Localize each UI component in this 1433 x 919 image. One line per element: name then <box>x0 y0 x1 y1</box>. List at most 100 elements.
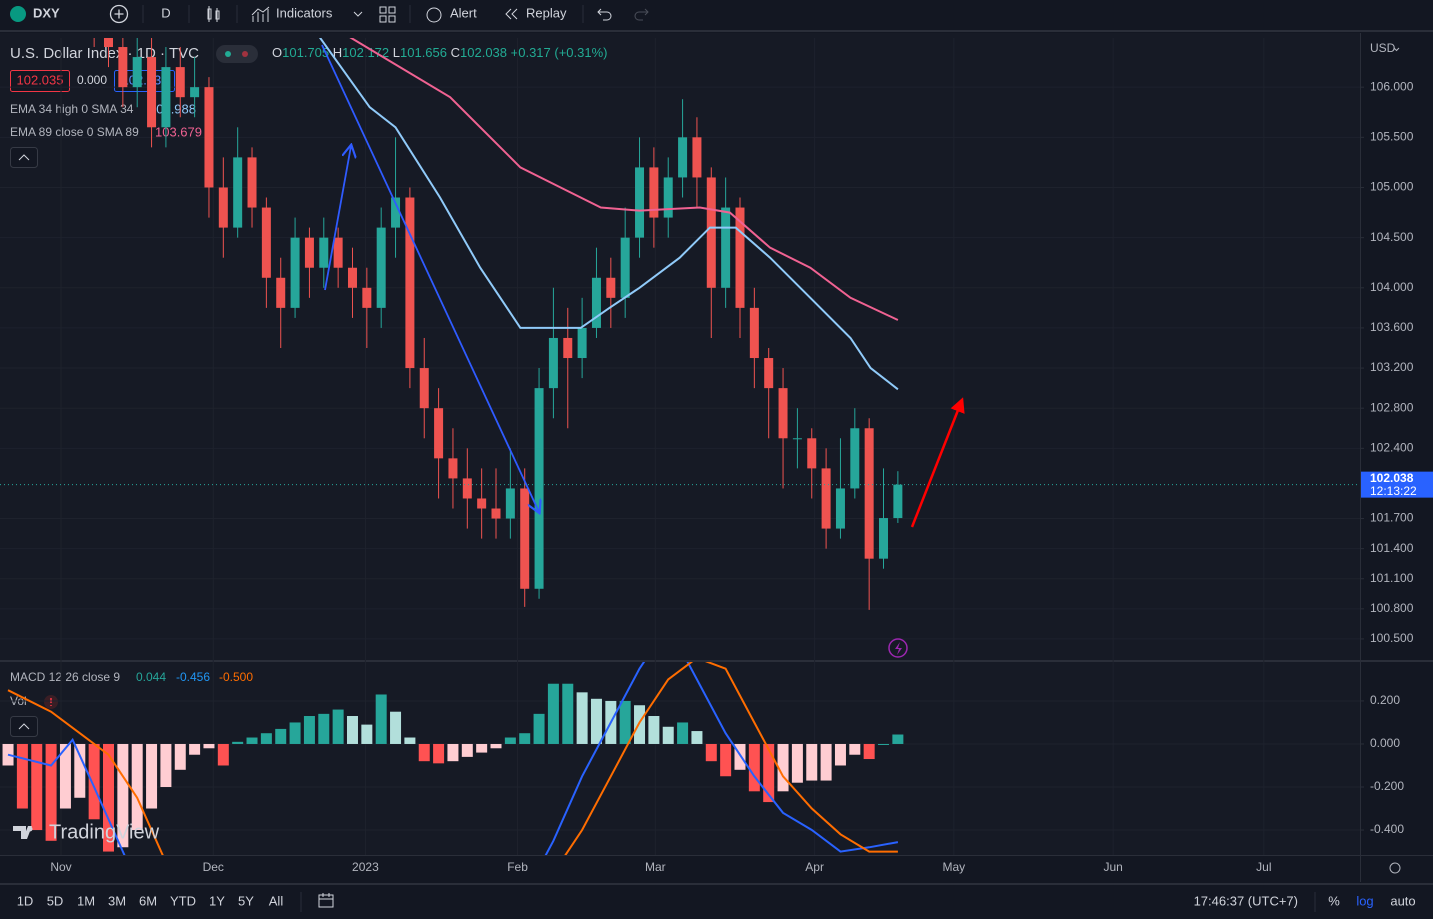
range-button[interactable]: 5Y <box>238 893 254 908</box>
auto-toggle[interactable]: auto <box>1390 893 1415 908</box>
histogram-bar <box>533 713 545 744</box>
clock[interactable]: 17:46:37 (UTC+7) <box>1194 893 1298 908</box>
histogram-bar <box>677 722 689 744</box>
y-tick-label: 106.000 <box>1370 79 1414 93</box>
undo-button[interactable] <box>597 8 612 21</box>
collapse-legend[interactable] <box>10 147 38 168</box>
lightning <box>895 642 902 655</box>
candle-body <box>419 368 429 409</box>
x-tick-label: Feb <box>507 860 528 874</box>
range-button[interactable]: 1D <box>17 893 34 908</box>
toolbar-items: DXY D Indicators Alert Replay <box>10 4 649 24</box>
percent-toggle[interactable]: % <box>1328 893 1340 908</box>
candle-body <box>362 287 372 308</box>
price-pane <box>93 38 903 610</box>
candle-body <box>563 337 573 359</box>
candle-body <box>376 227 386 308</box>
indicators-button[interactable]: Indicators <box>276 5 333 20</box>
range-button[interactable]: 1Y <box>209 893 225 908</box>
candle-body <box>807 438 817 469</box>
histogram-bar <box>447 743 459 762</box>
y-tick-label: 105.000 <box>1370 180 1414 194</box>
bottom-bar: 17:46:37 (UTC+7) % log auto 1D 5D 1M 3M 6M YT… <box>17 892 1416 912</box>
ohlc-label: L <box>393 45 400 60</box>
replay-button[interactable]: Replay <box>526 5 567 20</box>
histogram-bar <box>418 743 430 762</box>
events-icon[interactable] <box>888 638 908 658</box>
candle-body <box>261 207 271 278</box>
range-button[interactable]: YTD <box>170 893 196 908</box>
ema34-name: EMA 34 high 0 SMA 34 <box>10 102 134 116</box>
x-tick-label: Jun <box>1103 860 1122 874</box>
histogram-bar <box>461 743 473 757</box>
range-button[interactable]: 1M <box>77 893 95 908</box>
redo-button[interactable] <box>634 8 649 21</box>
range-button[interactable]: 3M <box>108 893 126 908</box>
histogram-bar <box>390 711 402 744</box>
histogram-bar <box>433 743 445 764</box>
watermark: TradingView <box>49 821 160 843</box>
histogram-bar <box>232 741 244 744</box>
sell-price: 102.035 <box>17 72 64 87</box>
countdown: 12:13:22 <box>1370 484 1417 498</box>
x-tick-label: Mar <box>645 860 666 874</box>
sell-box[interactable] <box>10 70 70 92</box>
y-tick-label: 101.100 <box>1370 571 1414 585</box>
range-button[interactable]: 6M <box>139 893 157 908</box>
symbol[interactable]: DXY <box>33 5 60 20</box>
x-tick-label: 2023 <box>352 860 379 874</box>
range-button[interactable]: All <box>269 893 284 908</box>
alert-button[interactable]: Alert <box>450 5 477 20</box>
y-tick-label: 102.800 <box>1370 400 1414 414</box>
candle-body <box>577 327 587 359</box>
candle-body <box>706 177 716 288</box>
y-tick-label: 105.500 <box>1370 129 1414 143</box>
x-tick-label: Nov <box>50 860 71 874</box>
histogram-bar <box>619 700 631 744</box>
candle-body <box>835 488 845 529</box>
histogram-bar <box>289 722 301 744</box>
annotation-arrow-red[interactable] <box>910 397 965 528</box>
status-pill <box>216 45 258 63</box>
candle-body <box>606 277 616 298</box>
log-toggle[interactable]: log <box>1356 893 1373 908</box>
histogram-bar <box>648 716 660 744</box>
candle-body <box>333 237 343 268</box>
ema89-name: EMA 89 close 0 SMA 89 <box>10 125 139 139</box>
histogram-bar <box>634 705 646 744</box>
annotation-arrow-up[interactable] <box>324 146 351 291</box>
y-tick-label: 104.500 <box>1370 230 1414 244</box>
candle-body <box>462 478 472 499</box>
settings-button[interactable] <box>1389 862 1401 874</box>
candle-body <box>505 488 515 519</box>
y-tick-label: 103.200 <box>1370 360 1414 374</box>
collapse-pane[interactable] <box>10 716 38 737</box>
currency[interactable]: USD <box>1370 41 1396 55</box>
chart-type-button[interactable] <box>207 6 220 22</box>
x-tick-label: May <box>943 860 966 874</box>
candle-body <box>391 197 401 228</box>
histogram-bar <box>547 683 559 744</box>
collapse-icon <box>18 723 30 730</box>
candle-body <box>635 167 645 238</box>
annotation-arrow-down[interactable] <box>321 44 539 512</box>
buy-box[interactable] <box>114 70 175 92</box>
histogram-bar <box>863 743 875 760</box>
candle-body <box>850 428 860 489</box>
chart-title: U.S. Dollar Index · 1D · TVC <box>10 45 199 62</box>
histogram-bar <box>146 743 158 809</box>
candle-body <box>319 237 329 268</box>
candle-body <box>290 237 300 308</box>
y-tick-label: 0.200 <box>1370 693 1400 707</box>
histogram-bar <box>519 733 531 744</box>
range-button[interactable]: 5D <box>47 893 64 908</box>
add-symbol[interactable] <box>109 4 129 24</box>
layout-button[interactable] <box>379 6 396 23</box>
histogram-bar <box>59 743 71 809</box>
interval[interactable]: D <box>161 5 170 20</box>
ema89-value: 103.679 <box>155 124 202 139</box>
templates-chevron[interactable] <box>353 11 363 17</box>
goto-date[interactable] <box>318 893 334 908</box>
ema-line <box>318 38 899 391</box>
